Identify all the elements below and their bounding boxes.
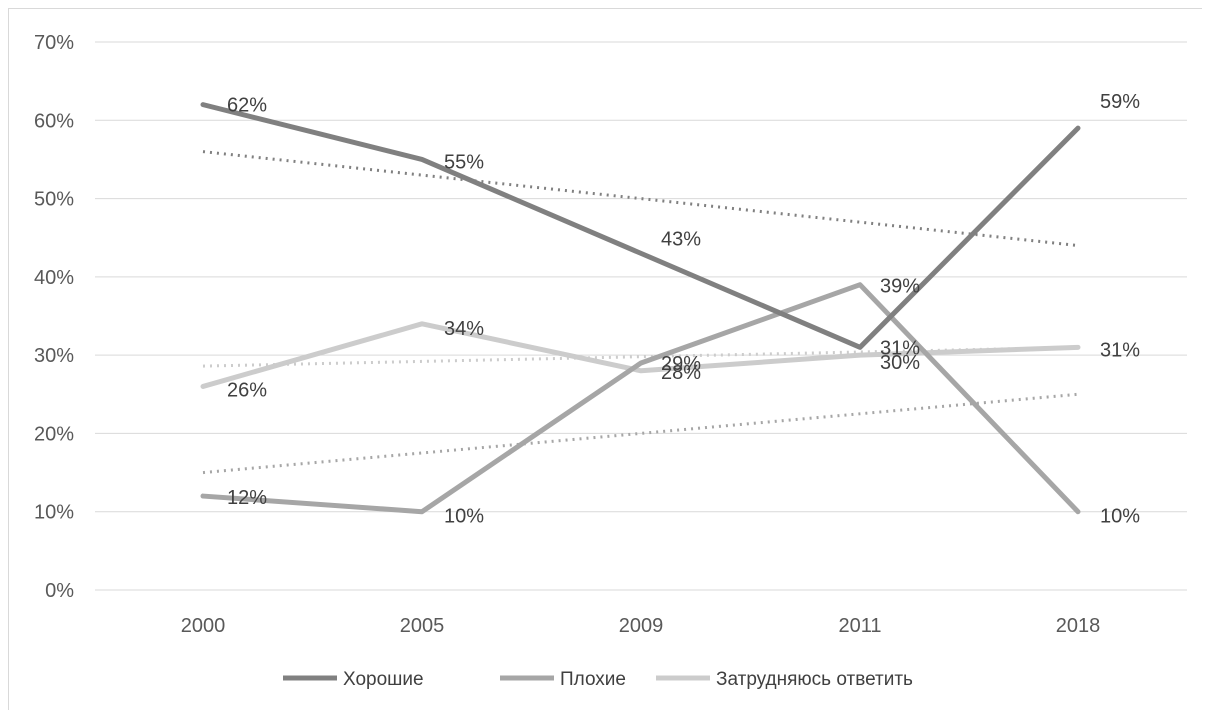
y-tick-label: 30% (34, 345, 74, 367)
y-tick-label: 10% (34, 502, 74, 524)
x-tick-label: 2005 (400, 615, 445, 637)
data-label: 28% (661, 362, 701, 384)
y-tick-label: 60% (34, 110, 74, 132)
data-label: 10% (444, 506, 484, 528)
x-tick-label: 2009 (619, 615, 664, 637)
data-label: 31% (880, 337, 920, 359)
legend-label: Затрудняюсь ответить (716, 669, 913, 690)
y-tick-label: 40% (34, 267, 74, 289)
data-label: 34% (444, 318, 484, 340)
data-label: 26% (227, 379, 267, 401)
data-label: 55% (444, 151, 484, 173)
series-lines (200, 102, 1081, 515)
legend-label: Плохие (560, 669, 626, 690)
data-label: 30% (880, 352, 920, 374)
data-label: 39% (880, 276, 920, 298)
x-axis-ticks: 2000 2005 2009 2011 2018 (181, 615, 1101, 637)
legend-item: Плохие (500, 669, 626, 690)
data-label: 31% (1100, 339, 1140, 361)
data-label: 62% (227, 95, 267, 117)
series-line (200, 321, 1081, 389)
x-tick-label: 2018 (1056, 615, 1101, 637)
series-line (200, 102, 1081, 350)
data-labels: 62% 55% 43% 31% 59% 12% 10% 29% 39% 10% 26% 34% 28% 3… (227, 91, 1140, 528)
legend-item: Затрудняюсь ответить (656, 669, 913, 690)
legend: Хорошие Плохие Затрудняюсь ответить (283, 669, 913, 690)
data-label: 29% (661, 353, 701, 375)
y-tick-label: 20% (34, 423, 74, 445)
x-tick-label: 2000 (181, 615, 226, 637)
data-label: 59% (1100, 91, 1140, 113)
data-label: 43% (661, 228, 701, 250)
x-tick-label: 2011 (838, 615, 881, 637)
chart-frame (8, 8, 1202, 710)
y-tick-label: 50% (34, 189, 74, 211)
legend-label: Хорошие (343, 669, 424, 690)
y-tick-label: 0% (45, 580, 74, 602)
y-tick-label: 70% (34, 32, 74, 54)
data-label: 10% (1100, 506, 1140, 528)
data-label: 12% (227, 487, 267, 509)
series-line (200, 282, 1081, 515)
trendlines (202, 150, 1079, 475)
gridlines (95, 41, 1187, 591)
y-axis-ticks: 0% 10% 20% 30% 40% 50% 60% 70% (34, 32, 74, 602)
legend-item: Хорошие (283, 669, 424, 690)
